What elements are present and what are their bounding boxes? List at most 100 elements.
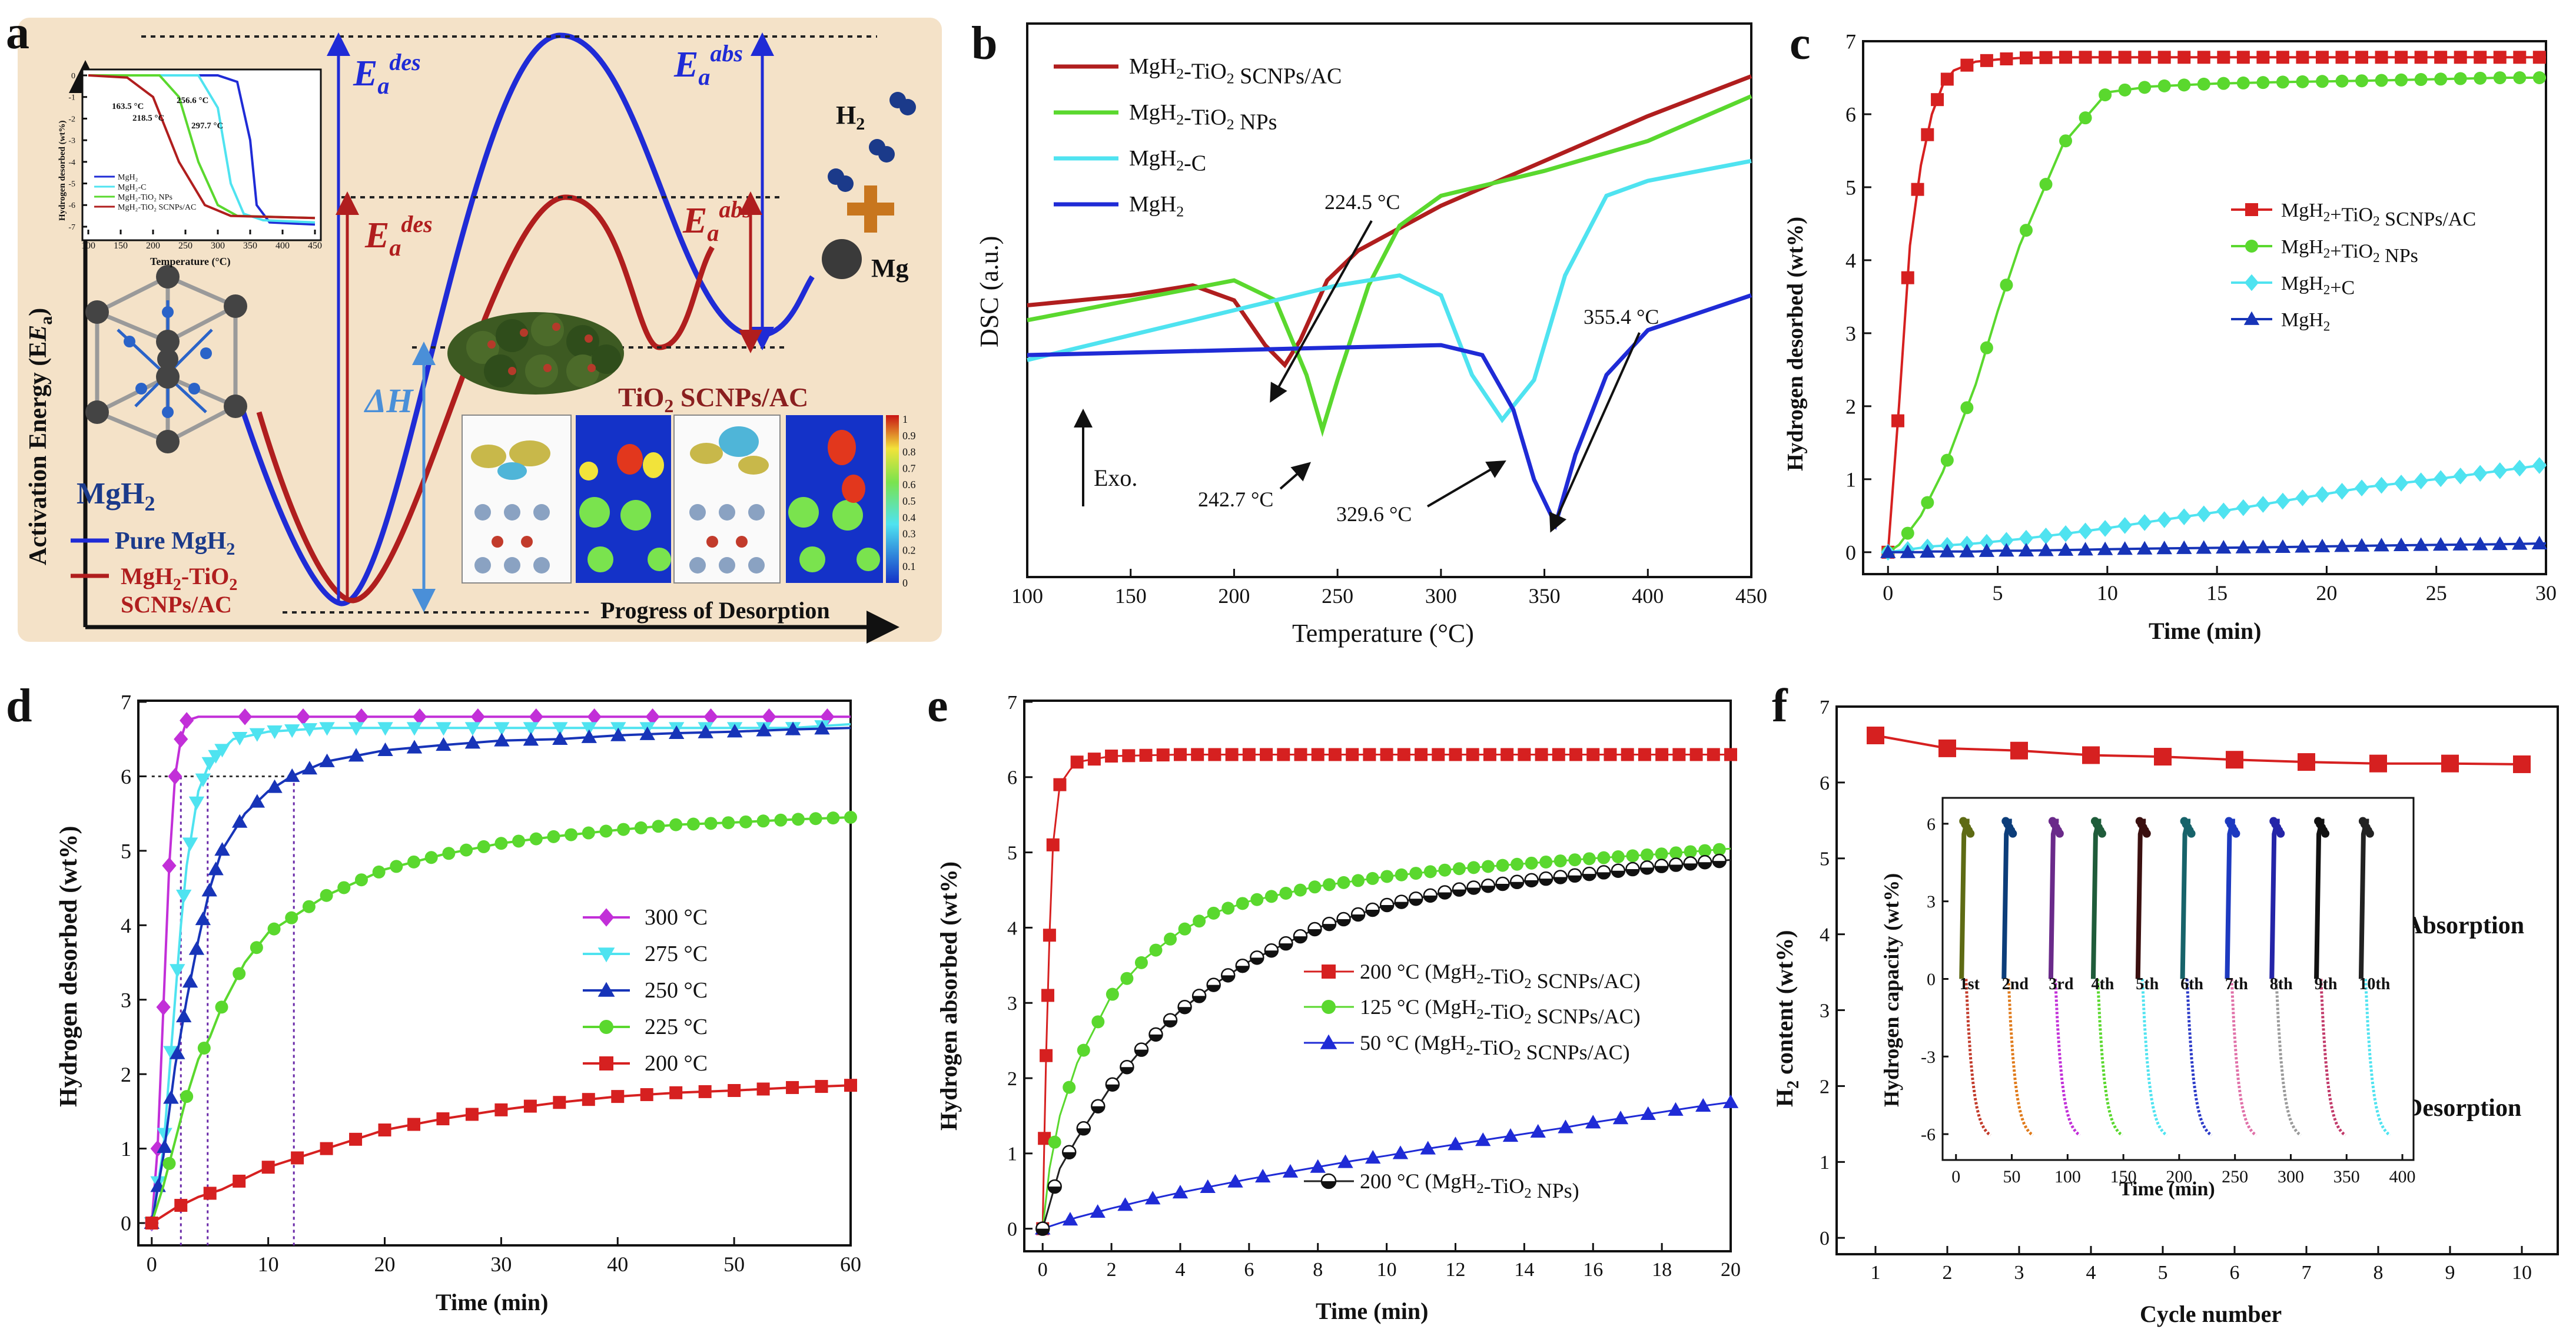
panel-c-point	[2217, 51, 2230, 64]
panel-e-point	[1535, 748, 1548, 761]
panel-d-point	[756, 814, 770, 828]
panel-d-point	[208, 750, 224, 764]
panel-d-point	[267, 922, 281, 936]
panel-e-point	[1483, 748, 1496, 761]
panel-e-point	[1264, 943, 1279, 958]
panel-c-point	[2276, 75, 2289, 89]
x-tick-label: 50	[723, 1252, 745, 1276]
panel-c-point	[2434, 470, 2448, 488]
panel-d-point	[182, 974, 198, 988]
panel-c-point	[2315, 75, 2329, 88]
panel-e-point	[1062, 1212, 1078, 1226]
x-tick-label: 7	[2302, 1262, 2312, 1284]
panel-e-point	[1145, 1191, 1161, 1205]
panel-c-point	[1979, 533, 1994, 551]
panel-c-point	[2414, 472, 2428, 490]
y-tick-label: 2	[1007, 1068, 1017, 1090]
inset-f-cycle-label: 10th	[2359, 975, 2390, 993]
panel-c-point	[2117, 517, 2132, 534]
panel-a-letter: a	[6, 7, 29, 59]
panel-d-point	[150, 1140, 165, 1157]
panel-d-point	[523, 732, 539, 746]
panel-d-point	[349, 1132, 363, 1146]
y-tick-label: -7	[68, 223, 75, 232]
panel-e-point	[1423, 888, 1438, 903]
panel-d-point	[844, 1079, 857, 1092]
ea-abs-blue-label: Eaabs	[673, 40, 743, 90]
inset-a-annotation: 297.7 °C	[191, 121, 223, 131]
panel-e-point	[1193, 914, 1206, 928]
y-tick-label: 3	[121, 988, 131, 1012]
x-tick-label: 250	[1322, 584, 1353, 608]
legend-pure-text: Pure MgH2	[115, 528, 235, 559]
panel-c-point	[2432, 537, 2449, 551]
inset-f-cycle	[2225, 817, 2258, 1136]
inset-f-cycle-label: 5th	[2136, 975, 2159, 993]
panel-c-xlabel: Time (min)	[2149, 618, 2261, 644]
panel-d-point	[640, 1088, 653, 1101]
panel-e-point	[1452, 862, 1466, 876]
panel-f-point	[2154, 748, 2172, 766]
y-tick-label: 6	[1927, 814, 1936, 834]
x-tick-label: 300	[1425, 584, 1457, 608]
inset-f-cycle	[2090, 817, 2123, 1136]
panel-e-point	[1310, 1159, 1326, 1173]
y-tick-label: -3	[68, 137, 75, 145]
panel-e-point	[1053, 778, 1067, 791]
panel-c-point	[1880, 544, 1896, 558]
colorbar-tick-label: 0.8	[902, 446, 916, 458]
inset-f-cycle-label: 8th	[2270, 975, 2293, 993]
panel-d-point	[587, 708, 602, 725]
panel-e-point	[1242, 748, 1256, 761]
legend-e-marker	[1322, 965, 1336, 979]
legend-d-marker	[599, 1020, 613, 1034]
panel-d-legend: 300 °C 275 °C 250 °C 225 °C 200 °C	[583, 905, 708, 1076]
panel-e-point	[1200, 1179, 1216, 1194]
panel-f-point	[2226, 751, 2243, 769]
panel-e-point	[1172, 1185, 1189, 1199]
panel-d-point	[698, 1085, 712, 1098]
panel-e-point	[1122, 749, 1136, 763]
panel-c-point	[2315, 51, 2329, 64]
legend-d-label: 275 °C	[645, 942, 708, 966]
y-tick-label: -5	[68, 180, 75, 188]
panel-e-point	[1432, 748, 1445, 761]
panel-c-point	[2531, 535, 2548, 550]
panel-c-point	[2355, 51, 2369, 64]
panel-d-point	[348, 748, 364, 762]
panel-a-x-label: Progress of Desorption	[600, 597, 830, 624]
panel-d-point	[581, 722, 597, 736]
panel-e-point	[1282, 1164, 1299, 1178]
panel-d-point	[494, 837, 508, 850]
panel-c-point	[2353, 538, 2370, 552]
panel-e-point	[1061, 1145, 1077, 1160]
panel-f-point	[1938, 739, 1956, 757]
legend-c-label: MgH2+C	[2281, 273, 2355, 299]
panel-c-point	[2039, 177, 2053, 191]
panel-d-point	[267, 725, 283, 740]
panel-e-point	[1669, 846, 1683, 860]
panel-d-point	[319, 753, 335, 767]
panel-e-point	[1612, 1111, 1629, 1125]
y-tick-label: 0	[121, 1212, 131, 1235]
panel-d-point	[188, 941, 205, 955]
legend-b-label: MgH2-TiO2 SCNPs/AC	[1129, 54, 1342, 89]
panel-d-xlabel: Time (min)	[436, 1289, 548, 1315]
panel-e-point	[1597, 851, 1611, 864]
panel-d-point	[436, 737, 452, 751]
panel-e-point	[1568, 868, 1582, 883]
legend-d-label: 200 °C	[645, 1051, 708, 1076]
panel-c-point	[2335, 482, 2349, 500]
inset-f-cycle-label: 7th	[2225, 975, 2248, 993]
x-tick-label: 8	[1313, 1259, 1323, 1281]
x-tick-label: 9	[2445, 1262, 2455, 1284]
panel-c-point	[2019, 224, 2033, 237]
panel-c-point	[1939, 543, 1956, 558]
dsc-series-line	[1027, 94, 1752, 438]
panel-e-legend: 200 °C (MgH2-TiO2 SCNPs/AC)125 °C (MgH2-…	[1304, 960, 1641, 1202]
panel-d-point	[214, 744, 230, 758]
panel-e-point	[1672, 748, 1686, 761]
panel-d-point	[319, 722, 335, 736]
panel-e-point	[1553, 854, 1567, 868]
panel-d-point	[668, 725, 685, 739]
